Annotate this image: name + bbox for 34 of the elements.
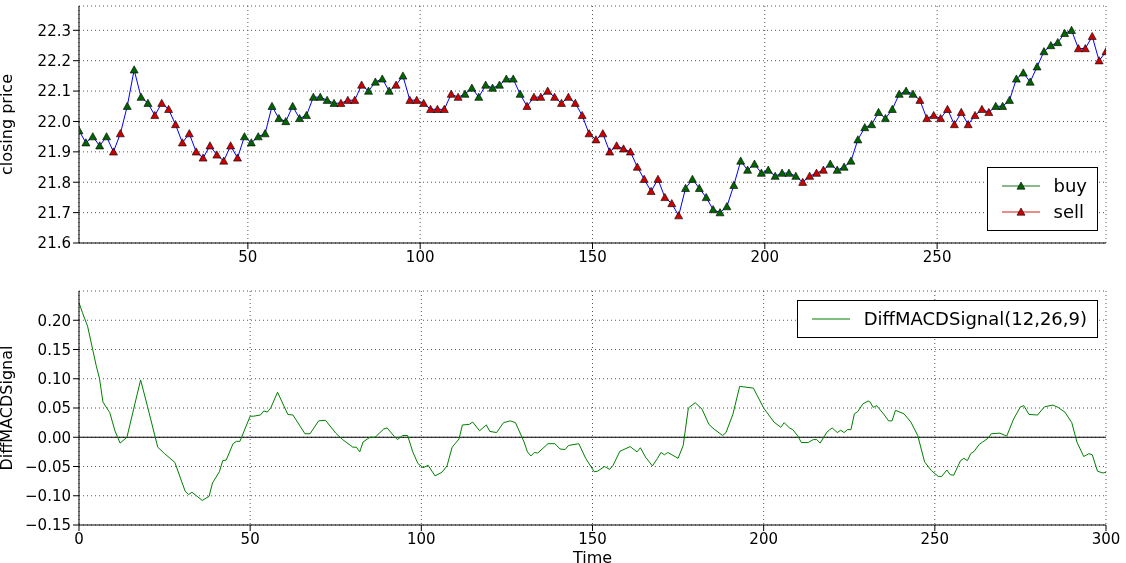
y-axis-title: closing price: [0, 73, 16, 176]
y-tick-label: 0.15: [37, 340, 71, 359]
y-tick-label: 22.0: [37, 112, 71, 131]
y-tick-label: 21.8: [37, 173, 71, 192]
legend-label: sell: [1053, 200, 1084, 224]
x-tick-label: 300: [1091, 529, 1121, 548]
legend-label: buy: [1053, 174, 1087, 198]
y-tick-label: 21.6: [37, 234, 71, 253]
x-tick-label: 50: [238, 247, 258, 266]
x-tick-label: 150: [578, 247, 607, 266]
y-axis-title: DiffMACDSignal: [0, 345, 16, 471]
y-tick-label: 22.2: [37, 52, 71, 71]
x-tick-label: 0: [74, 529, 84, 548]
x-tick-label: 100: [405, 247, 435, 266]
y-tick-label: −0.10: [25, 487, 71, 506]
y-tick-label: 0.00: [37, 428, 71, 447]
y-tick-label: 0.20: [37, 311, 71, 330]
x-axis-title: Time: [571, 548, 613, 563]
y-tick-label: 21.7: [37, 203, 71, 222]
x-tick-label: 150: [578, 529, 607, 548]
y-tick-label: −0.05: [25, 457, 71, 476]
x-tick-label: 250: [922, 247, 952, 266]
x-tick-label: 50: [240, 529, 260, 548]
x-tick-label: 200: [749, 529, 778, 548]
y-tick-label: 0.05: [37, 399, 71, 418]
legend-label: DiffMACDSignal(12,26,9): [863, 307, 1087, 331]
y-tick-label: 21.9: [37, 143, 71, 162]
x-tick-label: 250: [920, 529, 950, 548]
y-tick-label: 0.10: [37, 370, 71, 389]
y-tick-label: 22.3: [37, 21, 71, 40]
x-tick-label: 200: [750, 247, 780, 266]
y-tick-label: 22.1: [37, 82, 71, 101]
y-tick-label: −0.15: [25, 516, 71, 535]
x-tick-label: 100: [407, 529, 436, 548]
